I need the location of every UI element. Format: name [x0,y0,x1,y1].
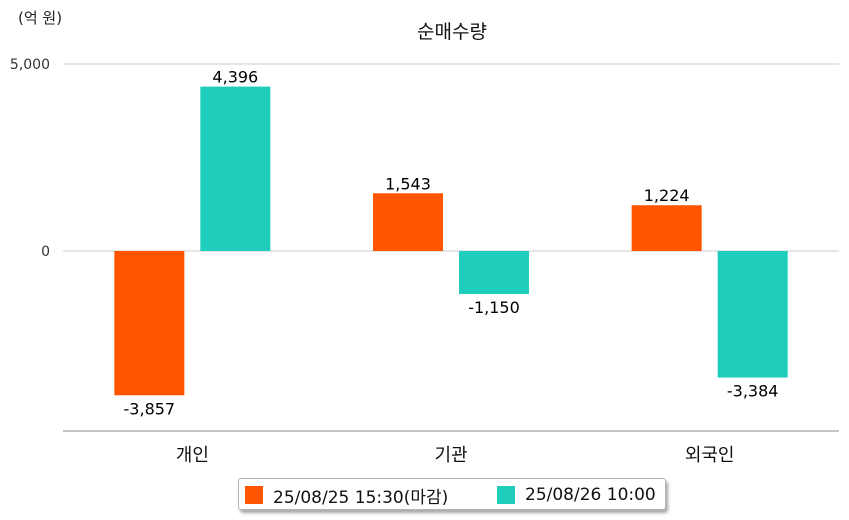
legend-swatch [497,486,515,504]
legend-swatch [245,486,263,504]
bar-1-3[interactable] [631,205,702,251]
x-category-label: 외국인 [685,445,735,466]
x-category-label: 개인 [176,445,209,466]
y-tick-label: 0 [41,244,50,260]
unit-label: (억 원) [18,9,62,27]
x-category-label: 기관 [434,445,467,466]
legend-label: 25/08/25 15:30(마감) [273,487,449,508]
data-label: -1,150 [468,298,520,317]
bars [114,86,788,396]
bar-2-3[interactable] [717,251,788,378]
data-label: -3,857 [124,399,176,418]
legend: 25/08/25 15:30(마감) 25/08/26 10:00 [238,478,666,510]
data-labels: -3,857 4,396 1,543 -1,150 1,224 -3,384 [124,68,779,419]
chart-title: 순매수량 [417,21,487,43]
bar-1-1[interactable] [114,251,185,396]
data-label: 4,396 [212,68,258,87]
x-axis-categories: 개인 기관 외국인 [176,445,735,466]
legend-item-series-2[interactable]: 25/08/26 10:00 [497,485,656,505]
y-axis-ticks: 0 5,000 [10,57,50,260]
legend-item-series-1[interactable]: 25/08/25 15:30(마감) [245,485,449,508]
bar-2-2[interactable] [459,251,529,295]
bar-1-2[interactable] [373,193,443,251]
legend-label: 25/08/26 10:00 [525,485,656,505]
y-tick-label: 5,000 [10,57,50,73]
data-label: 1,224 [644,186,690,205]
bar-2-1[interactable] [200,86,271,251]
data-label: 1,543 [385,174,431,193]
data-label: -3,384 [727,382,779,401]
gridlines [63,63,839,252]
